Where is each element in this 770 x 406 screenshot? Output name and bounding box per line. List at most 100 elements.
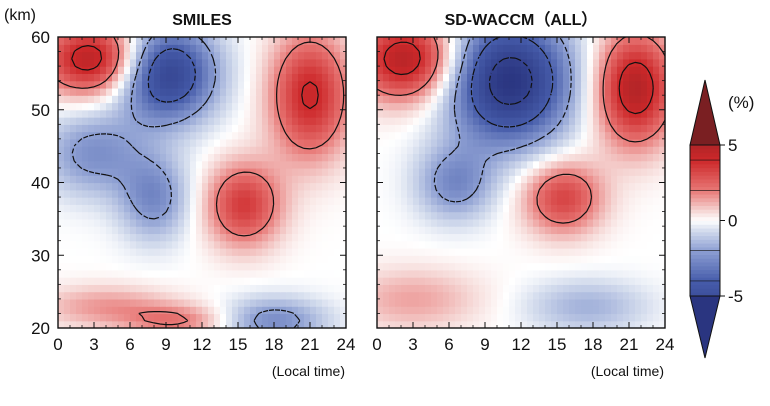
heatmap-cell bbox=[340, 51, 347, 60]
heatmap-cell bbox=[226, 313, 233, 322]
heatmap-cell bbox=[256, 189, 263, 198]
heatmap-cell bbox=[443, 240, 450, 249]
heatmap-cell bbox=[118, 80, 125, 89]
heatmap-cell bbox=[322, 320, 329, 329]
heatmap-cell bbox=[647, 131, 654, 140]
heatmap-cell bbox=[142, 226, 149, 235]
heatmap-cell bbox=[641, 167, 648, 176]
heatmap-cell bbox=[250, 247, 257, 256]
heatmap-cell bbox=[461, 306, 468, 315]
heatmap-cell bbox=[202, 73, 209, 82]
heatmap-cell bbox=[461, 87, 468, 96]
heatmap-cell bbox=[298, 167, 305, 176]
heatmap-cell bbox=[196, 255, 203, 264]
heatmap-cell bbox=[641, 320, 648, 329]
heatmap-cell bbox=[539, 175, 546, 184]
heatmap-cell bbox=[130, 240, 137, 249]
heatmap-cell bbox=[160, 218, 167, 227]
x-tick-label: 21 bbox=[620, 335, 639, 354]
heatmap-cell bbox=[425, 124, 432, 133]
heatmap-cell bbox=[431, 262, 438, 271]
heatmap-cell bbox=[184, 320, 191, 329]
heatmap-cell bbox=[557, 313, 564, 322]
heatmap-cell bbox=[106, 44, 113, 53]
heatmap-cell bbox=[316, 197, 323, 205]
heatmap-cell bbox=[449, 95, 456, 104]
heatmap-cell bbox=[250, 66, 257, 74]
heatmap-cell bbox=[172, 58, 179, 67]
heatmap-cell bbox=[623, 117, 630, 125]
heatmap-cell bbox=[88, 189, 95, 198]
heatmap-cell bbox=[64, 175, 71, 184]
heatmap-cell bbox=[196, 37, 203, 45]
heatmap-cell bbox=[581, 306, 588, 315]
heatmap-cell bbox=[298, 102, 305, 111]
heatmap-cell bbox=[190, 240, 197, 249]
heatmap-cell bbox=[659, 37, 666, 45]
heatmap-cell bbox=[136, 240, 143, 249]
heatmap-cell bbox=[76, 247, 83, 256]
heatmap-cell bbox=[226, 204, 233, 213]
heatmap-cell bbox=[70, 226, 77, 235]
heatmap-cell bbox=[563, 138, 570, 147]
heatmap-cell bbox=[527, 262, 534, 271]
heatmap-cell bbox=[250, 320, 257, 329]
heatmap-cell bbox=[334, 233, 341, 242]
heatmap-cell bbox=[154, 117, 161, 125]
heatmap-cell bbox=[238, 218, 245, 227]
heatmap-cell bbox=[509, 262, 516, 271]
heatmap-cell bbox=[136, 233, 143, 242]
heatmap-cell bbox=[659, 298, 666, 307]
heatmap-cell bbox=[635, 247, 642, 256]
heatmap-cell bbox=[599, 277, 606, 285]
heatmap-cell bbox=[178, 197, 185, 205]
heatmap-cell bbox=[533, 160, 540, 169]
heatmap-cell bbox=[581, 109, 588, 118]
heatmap-cell bbox=[617, 306, 624, 315]
heatmap-cell bbox=[82, 102, 89, 111]
x-tick-label: 15 bbox=[229, 335, 248, 354]
heatmap-cell bbox=[142, 255, 149, 264]
heatmap-cell bbox=[136, 269, 143, 278]
heatmap-cell bbox=[196, 175, 203, 184]
heatmap-cell bbox=[395, 255, 402, 264]
heatmap-cell bbox=[467, 138, 474, 147]
heatmap-cell bbox=[64, 80, 71, 89]
heatmap-cell bbox=[118, 160, 125, 169]
heatmap-cell bbox=[274, 226, 281, 235]
heatmap-cell bbox=[407, 277, 414, 285]
heatmap-cell bbox=[118, 298, 125, 307]
heatmap-cell bbox=[467, 160, 474, 169]
heatmap-cell bbox=[214, 80, 221, 89]
heatmap-cell bbox=[593, 109, 600, 118]
heatmap-cell bbox=[557, 167, 564, 176]
heatmap-cell bbox=[184, 117, 191, 125]
heatmap-cell bbox=[124, 291, 131, 300]
heatmap-cell bbox=[449, 277, 456, 285]
heatmap-cell bbox=[94, 124, 101, 133]
heatmap-cell bbox=[383, 109, 390, 118]
colorbar-segment bbox=[690, 228, 720, 233]
heatmap-cell bbox=[629, 87, 636, 96]
heatmap-cell bbox=[383, 73, 390, 82]
heatmap-cell bbox=[629, 226, 636, 235]
heatmap-cell bbox=[617, 189, 624, 198]
heatmap-cell bbox=[503, 117, 510, 125]
heatmap-cell bbox=[106, 102, 113, 111]
heatmap-cell bbox=[328, 102, 335, 111]
heatmap-cell bbox=[611, 313, 618, 322]
heatmap-cell bbox=[389, 226, 396, 235]
heatmap-cell bbox=[641, 182, 648, 191]
heatmap-cell bbox=[431, 95, 438, 104]
heatmap-cell bbox=[569, 313, 576, 322]
heatmap-cell bbox=[401, 160, 408, 169]
heatmap-cell bbox=[491, 109, 498, 118]
heatmap-cell bbox=[250, 240, 257, 249]
heatmap-cell bbox=[617, 131, 624, 140]
heatmap-cell bbox=[184, 247, 191, 256]
heatmap-cell bbox=[208, 73, 215, 82]
heatmap-cell bbox=[461, 211, 468, 220]
heatmap-cell bbox=[641, 284, 648, 293]
heatmap-cell bbox=[563, 313, 570, 322]
heatmap-cell bbox=[232, 262, 239, 271]
